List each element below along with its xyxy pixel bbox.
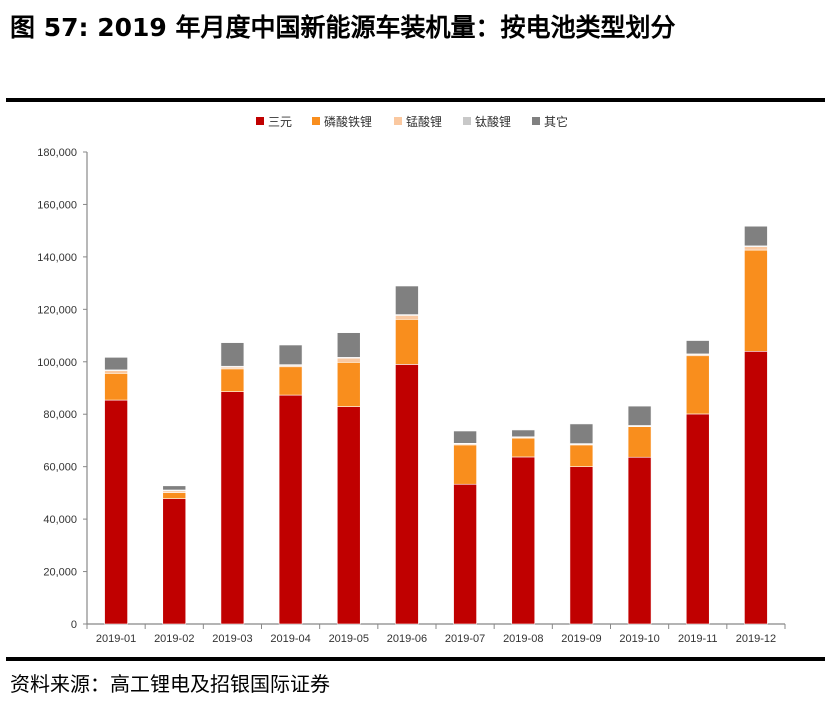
bar-segment xyxy=(104,373,128,401)
bar-segment xyxy=(511,437,536,458)
legend-label: 锰酸锂 xyxy=(406,114,442,129)
bar-segment xyxy=(511,429,536,438)
bar-segment xyxy=(220,391,245,625)
top-rule xyxy=(6,98,825,102)
bar-segment xyxy=(627,456,652,625)
y-tick-label: 0 xyxy=(71,619,77,631)
bar-segment xyxy=(220,368,245,392)
bar-segment xyxy=(336,362,361,407)
bar-segment xyxy=(336,357,361,363)
x-tick-label: 2019-10 xyxy=(619,633,659,645)
y-tick-label: 20,000 xyxy=(43,567,77,579)
source-note: 资料来源：高工锂电及招银国际证券 xyxy=(10,672,330,696)
legend-label: 其它 xyxy=(544,114,568,129)
bar-segment xyxy=(278,344,303,365)
y-tick-label: 60,000 xyxy=(43,462,77,474)
y-tick-label: 80,000 xyxy=(43,409,77,421)
bar-segment xyxy=(569,466,594,625)
x-tick-label: 2019-08 xyxy=(503,633,543,645)
bar-segment xyxy=(104,370,128,374)
bar-segment xyxy=(627,426,652,458)
x-tick-label: 2019-02 xyxy=(154,633,194,645)
y-tick-label: 40,000 xyxy=(43,514,77,526)
bar-segment xyxy=(336,406,361,625)
y-tick-label: 100,000 xyxy=(37,357,77,369)
bar-segment xyxy=(453,430,477,444)
figure-title: 图 57: 2019 年月度中国新能源车装机量：按电池类型划分 xyxy=(10,13,676,42)
bar-segment xyxy=(744,249,768,352)
bar-segment xyxy=(162,485,187,491)
bottom-rule xyxy=(6,657,825,661)
y-tick-label: 180,000 xyxy=(37,147,77,159)
bar-segment xyxy=(627,405,652,426)
legend-swatch xyxy=(532,117,540,125)
y-tick-label: 160,000 xyxy=(37,199,77,211)
legend-label: 磷酸铁锂 xyxy=(324,114,372,129)
bar-segment xyxy=(511,456,536,625)
bar-segment xyxy=(395,315,419,320)
bar-segment xyxy=(395,364,419,625)
x-tick-label: 2019-09 xyxy=(561,633,601,645)
x-tick-label: 2019-07 xyxy=(445,633,485,645)
bar-segment xyxy=(220,342,245,367)
x-tick-label: 2019-03 xyxy=(212,633,252,645)
y-tick-label: 140,000 xyxy=(37,252,77,264)
bar-segment xyxy=(685,413,710,625)
bar-segment xyxy=(278,394,303,625)
bar-segment xyxy=(395,318,419,365)
legend-swatch xyxy=(394,117,402,125)
bar-segment xyxy=(453,444,477,485)
bar-segment xyxy=(162,498,187,625)
x-tick-label: 2019-05 xyxy=(329,633,369,645)
legend-label: 三元 xyxy=(268,115,292,129)
legend-swatch xyxy=(256,117,264,125)
legend-label: 钛酸锂 xyxy=(475,114,511,129)
bar-segment xyxy=(685,355,710,415)
bar-segment xyxy=(744,350,768,625)
x-tick-label: 2019-11 xyxy=(678,633,718,645)
bar-segment xyxy=(453,483,477,625)
bar-segment xyxy=(336,332,361,358)
bar-segment xyxy=(685,340,710,355)
bar-segment xyxy=(744,225,768,247)
bar-segment xyxy=(744,246,768,251)
bar-segment xyxy=(162,492,187,499)
x-tick-label: 2019-01 xyxy=(96,633,136,645)
bar-segment xyxy=(569,444,594,467)
bar-segment xyxy=(569,423,594,444)
bar-segment xyxy=(395,285,419,315)
bar-segment xyxy=(104,357,128,371)
legend-swatch xyxy=(312,117,320,125)
y-tick-label: 120,000 xyxy=(37,304,77,316)
x-tick-label: 2019-06 xyxy=(387,633,427,645)
x-tick-label: 2019-12 xyxy=(736,633,776,645)
bar-segment xyxy=(104,399,128,625)
legend-swatch xyxy=(463,117,471,125)
bar-segment xyxy=(278,366,303,396)
x-tick-label: 2019-04 xyxy=(270,633,310,645)
